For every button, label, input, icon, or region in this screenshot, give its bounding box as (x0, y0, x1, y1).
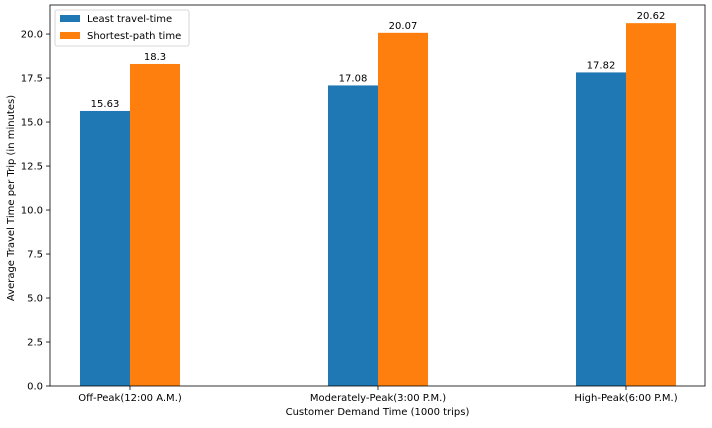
bar-value-label: 17.08 (339, 73, 368, 84)
bar-shortest-path-time-off-peak-12-00-a-m (130, 63, 180, 386)
x-tick-label: High-Peak(6:00 P.M.) (574, 393, 677, 404)
legend-label-least-travel-time: Least travel-time (87, 14, 172, 25)
bar-least-travel-time-off-peak-12-00-a-m (80, 110, 130, 386)
x-tick-label: Off-Peak(12:00 A.M.) (78, 393, 182, 404)
y-tick-label: 17.5 (21, 74, 43, 85)
y-tick-label: 10.0 (21, 206, 43, 217)
bar-value-label: 20.62 (637, 11, 666, 22)
y-tick-label: 2.5 (27, 338, 43, 349)
bar-shortest-path-time-moderately-peak-3-00-p-m (378, 32, 428, 387)
x-axis-label: Customer Demand Time (1000 trips) (286, 407, 470, 418)
y-tick-label: 20.0 (21, 30, 43, 41)
axes-frame (49, 4, 706, 387)
y-tick-label: 5.0 (27, 294, 43, 305)
legend-label-shortest-path-time: Shortest-path time (87, 31, 181, 42)
legend: Least travel-time Shortest-path time (54, 9, 190, 47)
y-tick-label: 12.5 (21, 162, 43, 173)
bar-least-travel-time-moderately-peak-3-00-p-m (328, 85, 378, 386)
legend-swatch-least-travel-time (60, 15, 80, 22)
y-tick-label: 7.5 (27, 250, 43, 261)
legend-frame (54, 9, 190, 47)
legend-swatch-shortest-path-time (60, 32, 80, 39)
bar-shortest-path-time-high-peak-6-00-p-m (626, 23, 676, 387)
bar-value-label: 15.63 (91, 99, 120, 110)
bar-value-label: 17.82 (587, 60, 616, 71)
y-tick-label: 0.0 (27, 382, 43, 393)
bar-least-travel-time-high-peak-6-00-p-m (576, 72, 626, 386)
bar-value-label: 18.3 (144, 52, 166, 63)
y-axis-label: Average Travel Time per Trip (in minutes… (6, 95, 17, 301)
x-tick-label: Moderately-Peak(3:00 P.M.) (310, 393, 446, 404)
y-tick-label: 15.0 (21, 118, 43, 129)
bar-value-label: 20.07 (389, 21, 418, 32)
